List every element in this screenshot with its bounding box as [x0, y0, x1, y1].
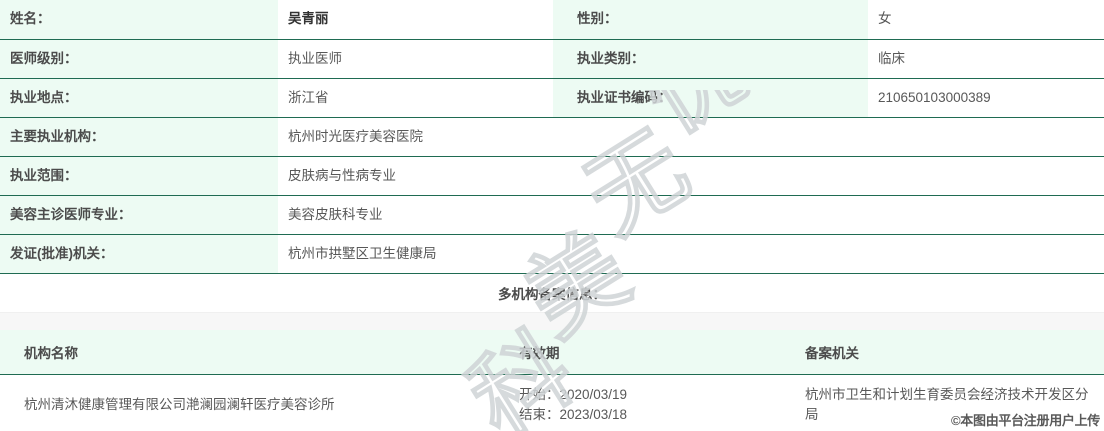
info-label-practice-scope: 执业范围：: [0, 156, 278, 196]
info-value-practice-scope: 皮肤病与性病专业: [278, 156, 1104, 196]
info-value-practice-location: 浙江省: [278, 78, 553, 118]
table-row: 主要执业机构： 杭州时光医疗美容医院: [0, 117, 1104, 157]
info-value-gender: 女: [868, 0, 1104, 40]
table-row: 执业范围： 皮肤病与性病专业: [0, 156, 1104, 196]
cell-validity-period: 开始：2020/03/19 结束：2023/03/18: [495, 374, 781, 431]
table-row: 姓名： 吴青丽 性别： 女: [0, 0, 1104, 40]
info-label-practice-location: 执业地点：: [0, 78, 278, 118]
column-header-institution-name: 机构名称: [0, 329, 495, 375]
info-label-issuing-authority: 发证(批准)机关：: [0, 234, 278, 274]
column-header-filing-authority: 备案机关: [781, 329, 1104, 375]
validity-end: 结束：2023/03/18: [519, 407, 628, 422]
table-row: 医师级别： 执业医师 执业类别： 临床: [0, 39, 1104, 79]
info-label-name: 姓名：: [0, 0, 278, 40]
column-header-validity-period: 有效期: [495, 329, 781, 375]
table-row: 发证(批准)机关： 杭州市拱墅区卫生健康局: [0, 234, 1104, 274]
info-value-license-number: 210650103000389: [868, 78, 1104, 118]
section-spacer: [0, 311, 1104, 330]
info-value-practice-category: 临床: [868, 39, 1104, 79]
cell-filing-authority: 杭州市卫生和计划生育委员会经济技术开发区分局: [781, 374, 1104, 431]
info-value-cosmetic-specialty: 美容皮肤科专业: [278, 195, 1104, 235]
doctor-info-table: 姓名： 吴青丽 性别： 女 医师级别： 执业医师 执业类别： 临床 执业地点： …: [0, 0, 1104, 274]
info-value-primary-institution: 杭州时光医疗美容医院: [278, 117, 1104, 157]
multi-institution-filing-table: 机构名称 有效期 备案机关 杭州清沐健康管理有限公司滟澜园澜轩医疗美容诊所 开始…: [0, 329, 1104, 431]
info-value-doctor-level: 执业医师: [278, 39, 553, 79]
table-row: 杭州清沐健康管理有限公司滟澜园澜轩医疗美容诊所 开始：2020/03/19 结束…: [0, 374, 1104, 431]
cell-institution-name: 杭州清沐健康管理有限公司滟澜园澜轩医疗美容诊所: [0, 374, 495, 431]
section-title: 多机构备案信息：: [498, 286, 606, 302]
table-row: 执业地点： 浙江省 执业证书编码： 210650103000389: [0, 78, 1104, 118]
platform-upload-notice: ©本图由平台注册用户上传: [951, 413, 1100, 428]
info-label-doctor-level: 医师级别：: [0, 39, 278, 79]
table-header-row: 机构名称 有效期 备案机关: [0, 329, 1104, 375]
info-label-primary-institution: 主要执业机构：: [0, 117, 278, 157]
table-row: 美容主诊医师专业： 美容皮肤科专业: [0, 195, 1104, 235]
info-value-issuing-authority: 杭州市拱墅区卫生健康局: [278, 234, 1104, 274]
info-label-license-number: 执业证书编码：: [553, 78, 868, 118]
info-label-gender: 性别：: [553, 0, 868, 40]
multi-institution-section-header: 多机构备案信息：: [0, 273, 1104, 312]
info-label-cosmetic-specialty: 美容主诊医师专业：: [0, 195, 278, 235]
validity-start: 开始：2020/03/19: [519, 387, 628, 403]
info-label-practice-category: 执业类别：: [553, 39, 868, 79]
info-value-name: 吴青丽: [278, 0, 553, 40]
